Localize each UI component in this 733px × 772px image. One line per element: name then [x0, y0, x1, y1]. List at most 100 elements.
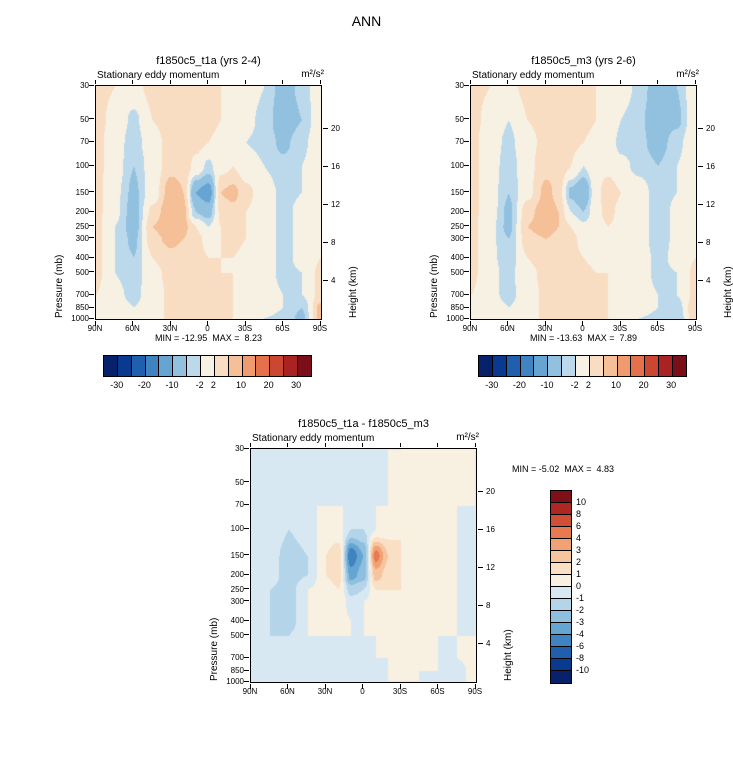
height-tick-label: 12 [706, 200, 715, 210]
colorbar-segment [520, 356, 535, 376]
pressure-tick-label: 50 [80, 114, 89, 124]
tick-mark [244, 619, 249, 621]
tick-mark [478, 604, 483, 606]
height-tick-label: 4 [706, 276, 711, 286]
tick-mark [437, 684, 438, 689]
pressure-tick-label: 100 [75, 161, 89, 170]
latitude-tick-label: 90N [462, 324, 478, 333]
pressure-tick-label: 500 [450, 267, 464, 277]
pressure-tick-label: 500 [230, 630, 244, 640]
colorbar-difference [550, 490, 572, 684]
tick-mark [464, 293, 469, 295]
tick-mark [698, 279, 703, 281]
tick-mark [282, 321, 283, 326]
colorbar-label: 30 [666, 380, 677, 390]
tick-mark [464, 118, 469, 120]
height-tick-label: 12 [486, 563, 495, 573]
pressure-tick-label: 250 [450, 221, 464, 231]
tick-mark [399, 684, 401, 689]
tick-mark [287, 443, 288, 447]
tick-mark [619, 80, 621, 84]
colorbar-segment [551, 527, 571, 539]
colorbar-label: 1 [576, 569, 582, 579]
tick-mark [464, 306, 469, 308]
tick-mark [464, 271, 469, 273]
units-label: m²/s² [676, 69, 699, 80]
tick-mark [323, 203, 328, 205]
tick-mark [507, 80, 508, 84]
contour-plot-case2 [470, 85, 697, 320]
colorbar-segment [145, 356, 160, 376]
colorbar-segment [589, 356, 604, 376]
latitude-tick-label: 60S [650, 324, 665, 333]
height-tick-label: 16 [486, 525, 495, 535]
colorbar-label: 2 [210, 380, 216, 390]
tick-mark [89, 164, 94, 166]
field-name: Stationary eddy momentum [472, 70, 595, 81]
colorbar-label: 2 [576, 557, 582, 567]
pressure-tick-label: 70 [455, 137, 464, 147]
tick-mark [469, 80, 471, 84]
colorbar-label: -3 [576, 617, 585, 627]
units-label: m²/s² [456, 432, 479, 443]
tick-mark [94, 321, 96, 326]
latitude-tick-label: 0 [360, 687, 365, 696]
pressure-tick-label: 150 [450, 187, 464, 197]
colorbar-segment [270, 356, 285, 376]
latitude-tick-label: 30N [317, 687, 333, 696]
tick-mark [544, 80, 546, 84]
colorbar-label: -10 [165, 380, 179, 390]
colorbar-segment [117, 356, 132, 376]
colorbar-segment [187, 356, 202, 376]
tick-mark [478, 642, 483, 644]
contour-plot-difference [250, 448, 477, 683]
latitude-tick-label: 90N [87, 324, 103, 333]
pressure-tick-label: 30 [235, 444, 244, 453]
colorbar-segment [228, 356, 243, 376]
tick-mark [544, 321, 546, 326]
colorbar-segment [659, 356, 674, 376]
tick-mark [619, 321, 621, 326]
colorbar-segment [551, 539, 571, 551]
pressure-tick-label: 70 [235, 500, 244, 510]
colorbar-label: 3 [576, 545, 582, 555]
latitude-tick-label: 60N [280, 687, 295, 696]
height-tick-label: 12 [331, 200, 340, 210]
tick-mark [323, 241, 328, 243]
case1-title: f1850c5_t1a (yrs 2-4) [156, 55, 261, 67]
pressure-tick-label: 100 [230, 524, 244, 533]
tick-mark [89, 256, 94, 258]
height-axis-label: Height (km) [723, 266, 733, 318]
colorbar-label: 10 [576, 497, 587, 507]
tick-mark [323, 279, 328, 281]
pressure-tick-label: 400 [75, 253, 89, 263]
pressure-tick-label: 850 [450, 303, 464, 313]
contour-plot-case1 [95, 85, 322, 320]
pressure-tick-label: 300 [75, 233, 89, 243]
colorbar-segment [534, 356, 549, 376]
colorbar-label: -6 [576, 641, 585, 651]
colorbar-segment [551, 563, 571, 575]
tick-mark [207, 80, 208, 84]
pressure-tick-label: 30 [80, 81, 89, 90]
tick-mark [657, 80, 658, 84]
case2-title: f1850c5_m3 (yrs 2-6) [531, 55, 636, 67]
latitude-tick-label: 60N [125, 324, 140, 333]
tick-mark [464, 225, 469, 227]
colorbar-segment [479, 356, 493, 376]
colorbar-label: 20 [638, 380, 649, 390]
pressure-tick-label: 1000 [226, 677, 244, 686]
tick-mark [169, 80, 171, 84]
pressure-tick-label: 400 [450, 253, 464, 263]
tick-mark [89, 293, 94, 295]
colorbar-segment [298, 356, 311, 376]
field-name: Stationary eddy momentum [252, 433, 375, 444]
colorbar-label: -1 [576, 593, 585, 603]
tick-mark [89, 140, 94, 142]
colorbar-segment [551, 491, 571, 503]
tick-mark [464, 237, 469, 239]
colorbar-label: -2 [576, 605, 585, 615]
tick-mark [89, 118, 94, 120]
colorbar-segment [551, 611, 571, 623]
height-axis-label: Height (km) [348, 266, 359, 318]
